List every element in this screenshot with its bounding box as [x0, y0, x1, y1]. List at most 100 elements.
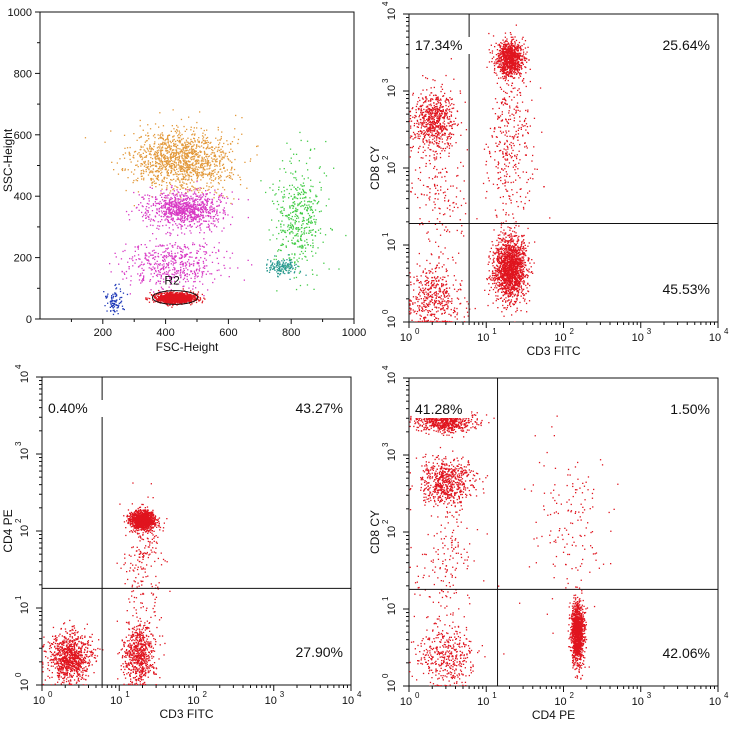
event-dot	[173, 193, 174, 194]
event-dot	[165, 302, 166, 303]
event-dot	[150, 178, 151, 179]
event-dot	[278, 249, 279, 250]
event-dot	[212, 186, 213, 187]
event-dot	[204, 157, 205, 158]
event-dot	[295, 171, 296, 172]
event-dot	[158, 270, 159, 271]
event-dot	[177, 295, 178, 296]
event-dot	[137, 153, 138, 154]
event-dot	[110, 307, 111, 308]
event-dot	[147, 132, 148, 133]
event-dot	[203, 204, 204, 205]
event-dot	[109, 263, 110, 264]
event-dot	[149, 172, 150, 173]
event-dot	[171, 253, 172, 254]
event-dot	[153, 291, 154, 292]
event-dot	[308, 219, 309, 220]
event-dot	[298, 227, 299, 228]
event-dot	[218, 176, 219, 177]
event-dot	[169, 202, 170, 203]
event-dot	[149, 298, 150, 299]
event-dot	[256, 154, 257, 155]
event-dot	[274, 266, 275, 267]
event-dot	[276, 256, 277, 257]
event-dot	[216, 218, 217, 219]
event-dot	[181, 154, 182, 155]
event-dot	[151, 255, 152, 256]
event-dot	[181, 171, 182, 172]
event-dot	[220, 152, 221, 153]
event-dot	[184, 159, 185, 160]
event-dot	[204, 265, 205, 266]
event-dot	[198, 174, 199, 175]
event-dot	[296, 235, 297, 236]
event-dot	[312, 255, 313, 256]
event-dot	[186, 129, 187, 130]
event-dot	[183, 138, 184, 139]
event-dot	[196, 195, 197, 196]
event-dot	[155, 201, 156, 202]
event-dot	[203, 208, 204, 209]
event-dot	[233, 174, 234, 175]
event-dot	[197, 178, 198, 179]
event-dot	[104, 142, 105, 143]
event-dot	[307, 201, 308, 202]
event-dot	[169, 252, 170, 253]
event-dot	[144, 157, 145, 158]
event-dot	[184, 215, 185, 216]
event-dot	[201, 271, 202, 272]
event-dot	[305, 256, 306, 257]
event-dot	[203, 212, 204, 213]
event-dot	[195, 163, 196, 164]
event-dot	[274, 264, 275, 265]
event-dot	[116, 310, 117, 311]
event-dot	[124, 272, 125, 273]
event-dot	[177, 227, 178, 228]
event-dot	[290, 172, 291, 173]
event-dot	[166, 216, 167, 217]
event-dot	[219, 156, 220, 157]
event-dot	[194, 168, 195, 169]
event-dot	[193, 281, 194, 282]
event-dot	[184, 170, 185, 171]
event-dot	[184, 150, 185, 151]
event-dot	[159, 160, 160, 161]
event-dot	[207, 140, 208, 141]
event-dot	[291, 196, 292, 197]
event-dot	[184, 244, 185, 245]
event-dot	[221, 193, 222, 194]
event-dot	[286, 215, 287, 216]
event-dot	[170, 141, 171, 142]
event-dot	[149, 292, 150, 293]
event-dot	[120, 288, 121, 289]
event-dot	[205, 190, 206, 191]
event-dot	[207, 163, 208, 164]
event-dot	[140, 282, 141, 283]
event-dot	[301, 192, 302, 193]
y-tick-label: 200	[14, 253, 32, 265]
event-dot	[196, 217, 197, 218]
event-dot	[166, 299, 167, 300]
event-dot	[152, 196, 153, 197]
event-dot	[187, 187, 188, 188]
event-dot	[280, 226, 281, 227]
event-dot	[194, 213, 195, 214]
event-dot	[160, 170, 161, 171]
event-dot	[278, 233, 279, 234]
event-dot	[188, 197, 189, 198]
event-dot	[145, 257, 146, 258]
event-dot	[306, 233, 307, 234]
event-dot	[190, 232, 191, 233]
event-dot	[300, 213, 301, 214]
event-dot	[179, 131, 180, 132]
event-dot	[212, 150, 213, 151]
event-dot	[185, 153, 186, 154]
event-dot	[150, 157, 151, 158]
event-dot	[280, 230, 281, 231]
event-dot	[284, 269, 285, 270]
event-dot	[244, 162, 245, 163]
event-dot	[158, 246, 159, 247]
event-dot	[180, 219, 181, 220]
event-dot	[165, 295, 166, 296]
